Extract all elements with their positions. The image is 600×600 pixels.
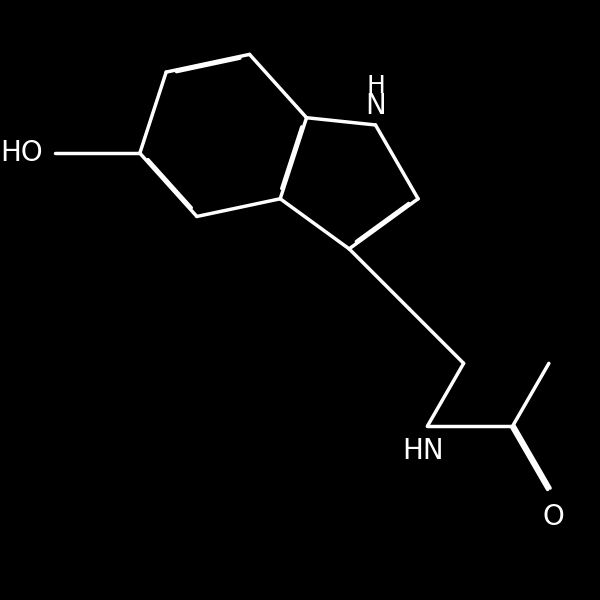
Text: HO: HO xyxy=(1,139,43,167)
Text: HN: HN xyxy=(402,437,443,466)
Text: O: O xyxy=(543,503,565,531)
Text: H: H xyxy=(366,74,385,98)
Text: N: N xyxy=(365,92,386,120)
